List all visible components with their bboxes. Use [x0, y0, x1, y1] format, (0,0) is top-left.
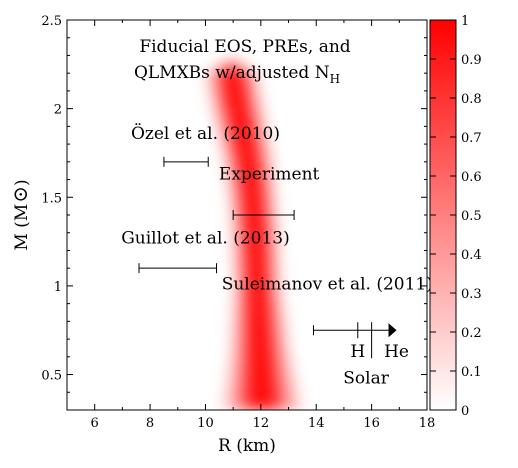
colorbar-tick-label: 1 — [461, 14, 469, 29]
band-density-layer — [225, 68, 273, 410]
title-line-2: QLMXBs w/adjusted NH — [134, 63, 340, 86]
model-label: He — [384, 342, 409, 362]
title-line-1: Fiducial EOS, PREs, and — [139, 37, 350, 57]
colorbar-tick-label: 0.7 — [461, 131, 482, 146]
y-tick-label: 1.5 — [41, 191, 62, 206]
colorbar-tick-label: 0.3 — [461, 287, 482, 302]
title-line-2-main: QLMXBs w/adjusted N — [134, 63, 330, 83]
colorbar-tick-label: 0.9 — [461, 53, 482, 68]
svg-text:M (M⊙): M (M⊙) — [8, 179, 32, 250]
x-tick-label: 12 — [253, 416, 270, 431]
y-tick-label: 2.5 — [41, 14, 62, 29]
annotation-label: Guillot et al. (2013) — [121, 228, 290, 248]
y-tick-label: 1 — [54, 280, 62, 295]
y-tick-label: 2 — [54, 103, 62, 118]
model-label: H — [350, 342, 365, 362]
x-axis-label: R (km) — [218, 436, 276, 456]
colorbar-ticks: 0 0.1 0.2 0.3 0.4 0.5 0.6 0.7 0.8 0.9 1 — [430, 14, 482, 419]
colorbar-tick-label: 0.5 — [461, 209, 482, 224]
x-tick-label: 8 — [146, 416, 154, 431]
probability-band — [205, 56, 303, 410]
model-label: Solar — [343, 368, 389, 388]
annotation-label: Experiment — [219, 165, 320, 185]
colorbar-tick-label: 0.8 — [461, 92, 482, 107]
colorbar-tick-label: 0.1 — [461, 365, 482, 380]
colorbar-tick-label: 0 — [461, 404, 469, 419]
colorbar-tick-label: 0.2 — [461, 326, 482, 341]
annotation-label: Özel et al. (2010) — [131, 123, 280, 144]
x-tick-label: 14 — [308, 416, 325, 431]
sun-symbol-icon: ⊙ — [8, 186, 32, 203]
x-tick-label: 6 — [91, 416, 99, 431]
x-axis: 6 8 10 12 14 16 18 — [66, 20, 436, 431]
colorbar-tick-label: 0.6 — [461, 170, 482, 185]
x-tick-label: 16 — [363, 416, 380, 431]
x-tick-label: 10 — [197, 416, 214, 431]
y-axis: 0.5 1 1.5 2 2.5 — [41, 14, 427, 393]
annotation-label: Suleimanov et al. (2011) — [222, 274, 433, 294]
y-axis-label-close: ) — [12, 179, 32, 186]
range-arrowhead — [388, 323, 397, 338]
annotations: Özel et al. (2010) Experiment Guillot et a… — [121, 123, 433, 389]
title-subscript: H — [330, 72, 340, 86]
band-blur-group — [205, 56, 303, 410]
y-tick-label: 0.5 — [41, 369, 62, 384]
colorbar-tick-label: 0.4 — [461, 248, 482, 263]
y-axis-label-main: M (M — [12, 204, 32, 251]
x-tick-label: 18 — [419, 416, 436, 431]
y-axis-label: M (M⊙) — [8, 179, 32, 250]
